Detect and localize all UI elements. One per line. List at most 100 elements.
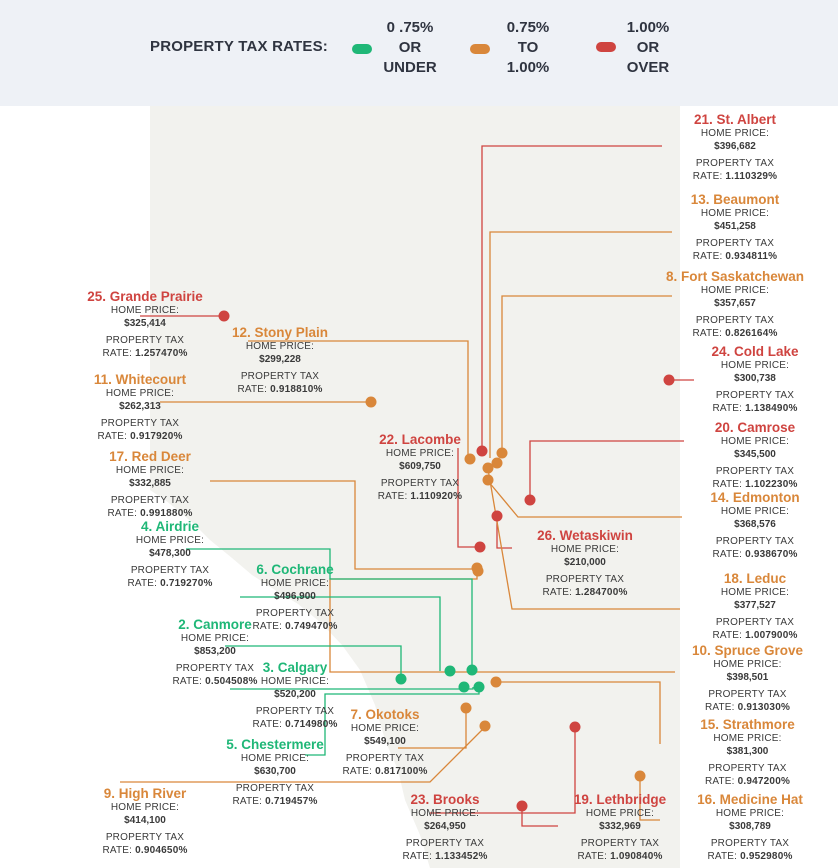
city-8-rate-line: RATE: 0.826164% [692,328,778,339]
city-17-marker[interactable] [472,565,484,577]
city-23-rate-value: 1.133452% [435,851,488,862]
city-8-name: 8. Fort Saskatchewan [665,269,805,284]
city-14-marker[interactable] [482,474,494,486]
city-21-price: $396,682 [714,141,756,152]
city-20-marker[interactable] [524,494,536,506]
city-17-rate-line: RATE: 0.991880% [107,508,193,519]
city-21-rate-value: 1.110329% [725,171,778,182]
city-6-label: 6. Cochrane HOME PRICE: $496,900 PROPERTY T… [215,562,375,633]
city-2-connector [225,645,402,679]
city-12-home-price-label: HOME PRICE: [245,341,315,352]
city-6-name: 6. Cochrane [256,562,334,577]
city-7-rate-value: 0.817100% [375,766,428,777]
city-25-marker[interactable] [218,310,230,322]
city-markers [218,310,675,812]
city-9-connector [120,726,486,783]
city-18-rate-value: 1.007900% [745,630,798,641]
city-11-marker[interactable] [365,396,377,408]
city-4-marker[interactable] [466,664,478,676]
city-16-marker[interactable] [634,770,646,782]
city-16-price: $308,789 [729,821,771,832]
city-23-label: 23. Brooks HOME PRICE: $264,950 PROPERTY TA… [380,792,510,863]
city-15-marker[interactable] [490,676,502,688]
city-22-tax-label: PROPERTY TAX [380,478,460,489]
city-26-home-price-label: HOME PRICE: [550,544,620,555]
city-12-marker[interactable] [464,453,476,465]
city-6-marker[interactable] [444,665,456,677]
city-8-marker[interactable] [496,447,508,459]
city-23-name: 23. Brooks [410,792,480,807]
city-7-name: 7. Okotoks [350,707,420,722]
city-6-rate-value: 0.749470% [285,621,338,632]
city-12-connector [248,340,469,456]
city-17-price: $332,885 [129,478,171,489]
city-4-home-price-label: HOME PRICE: [135,535,205,546]
city-18-rate-line: RATE: 1.007900% [712,630,798,641]
city-19-label: 19. Lethbridge HOME PRICE: $332,969 PROPERT… [530,792,710,863]
city-25-rate-value: 1.257470% [135,348,188,359]
legend-red-line3: OVER [626,59,670,76]
city-3-rate-line: RATE: 0.714980% [252,719,338,730]
city-19-marker[interactable] [516,800,528,812]
city-23-marker[interactable] [569,721,581,733]
city-2-marker[interactable] [395,673,407,685]
city-24-rate-line: RATE: 1.138490% [712,403,798,414]
city-20-name: 20. Camrose [714,420,796,435]
city-26-price: $210,000 [564,557,606,568]
city-10-label: 10. Spruce Grove HOME PRICE: $398,501 PROPE… [660,643,835,714]
city-17-home-price-label: HOME PRICE: [115,465,185,476]
city-10-home-price-label: HOME PRICE: [713,659,782,670]
city-14-connector [487,480,682,518]
city-2-rate-value: 0.504508% [205,676,258,687]
city-22-price: $609,750 [399,461,441,472]
city-8-tax-label: PROPERTY TAX [695,315,775,326]
legend-red-line2: OR [636,39,660,56]
city-8-connector [501,295,672,453]
city-5-rate-line: RATE: 0.719457% [232,796,318,807]
legend-green-line2: OR [398,39,422,56]
city-4-rate-value: 0.719270% [160,578,213,589]
city-23-home-price-label: HOME PRICE: [410,808,480,819]
city-16-name: 16. Medicine Hat [697,792,803,807]
city-6-tax-label: PROPERTY TAX [255,608,335,619]
city-16-label: 16. Medicine Hat HOME PRICE: $308,789 PROPE… [660,792,838,863]
city-16-rate-value: 0.952980% [740,851,793,862]
city-19-tax-label: PROPERTY TAX [580,838,660,849]
city-10-price: $398,501 [726,672,769,683]
city-22-marker[interactable] [474,541,486,553]
city-4-price: $478,300 [149,548,191,559]
city-21-marker[interactable] [476,445,488,457]
city-25-home-price-label: HOME PRICE: [110,305,180,316]
city-15-rate-line: RATE: 0.947200% [704,776,791,787]
city-20-home-price-label: HOME PRICE: [720,436,790,447]
city-18-marker[interactable] [482,462,494,474]
city-5-marker[interactable] [473,681,485,693]
city-26-name: 26. Wetaskiwin [537,528,633,543]
city-9-label: 9. High River HOME PRICE: $414,100 PROPERTY… [75,786,215,857]
city-26-marker[interactable] [491,510,503,522]
city-6-price: $496,900 [274,591,316,602]
city-24-marker[interactable] [663,374,675,386]
city-9-home-price-label: HOME PRICE: [110,802,180,813]
city-9-marker[interactable] [479,720,491,732]
city-21-name: 21. St. Albert [693,112,777,127]
city-26-tax-label: PROPERTY TAX [545,574,625,585]
city-20-rate-value: 1.102230% [745,479,798,490]
legend-dot-orange [470,44,490,54]
city-9-rate-line: RATE: 0.904650% [102,845,188,856]
city-11-tax-label: PROPERTY TAX [100,418,180,429]
city-25-tax-label: PROPERTY TAX [105,335,185,346]
city-11-name: 11. Whitecourt [93,372,187,387]
city-24-name: 24. Cold Lake [711,344,799,359]
city-17-rate-value: 0.991880% [140,508,193,519]
city-7-marker[interactable] [460,702,472,714]
city-6-home-price-label: HOME PRICE: [260,578,330,589]
city-18-label: 18. Leduc HOME PRICE: $377,527 PROPERTY TAX… [680,571,830,642]
city-9-tax-label: PROPERTY TAX [105,832,185,843]
city-15-tax-label: PROPERTY TAX [708,763,787,774]
city-13-name: 13. Beaumont [690,192,780,207]
city-3-marker[interactable] [458,681,470,693]
city-13-marker[interactable] [491,457,503,469]
city-3-tax-label: PROPERTY TAX [255,706,335,717]
city-23-connector [430,727,576,814]
